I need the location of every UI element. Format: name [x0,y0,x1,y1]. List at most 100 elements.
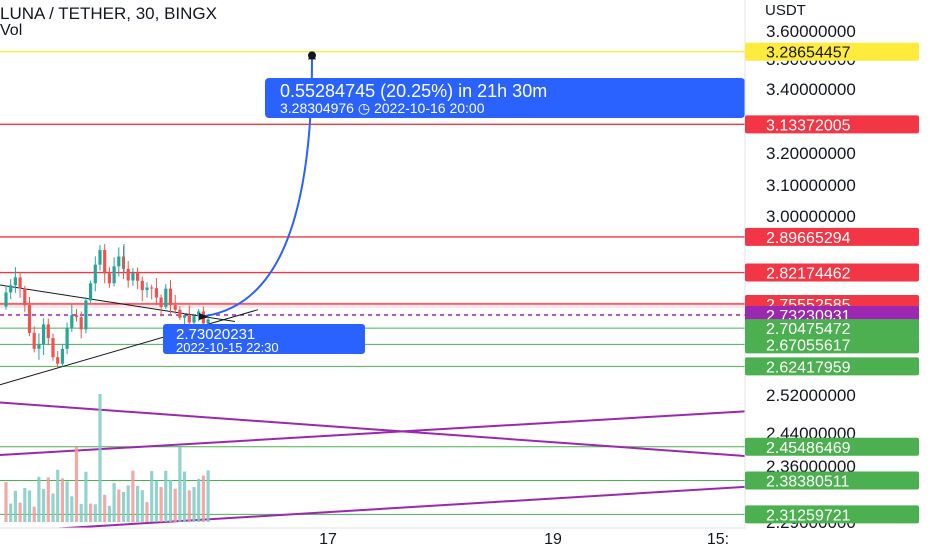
volume-bar [154,480,158,522]
candle-body [42,324,46,345]
candle-body [192,316,196,323]
price-badge [745,227,919,246]
volume-bar [150,471,154,522]
chart-title: LUNA / TETHER, 30, BINGX [0,4,217,23]
price-badge-label: 2.82174462 [766,266,851,283]
price-badge [745,505,919,524]
price-badge-label: 3.13372005 [766,117,851,134]
volume-bar [84,471,88,522]
candle-body [159,297,163,307]
volume-bar [192,487,196,522]
horizontal-levels [0,51,745,515]
volume-bar [126,485,130,522]
candle-body [32,332,36,349]
candle-body [60,348,64,364]
projection-target-text: 3.28304976 ◷ 2022-10-16 20:00 [280,100,485,116]
candle-body [173,305,177,310]
candle-body [197,311,201,317]
price-badge [745,437,919,456]
candle-body [103,250,107,274]
volume-bar [136,485,140,522]
candle-body [107,273,111,284]
volume-bar [140,490,144,522]
volume-bar [18,502,22,522]
volume-bar [27,490,32,522]
volume-bar [70,496,74,522]
price-badges: 3.479376063.286544573.133720052.89665294… [745,42,919,524]
candle-body [74,315,79,318]
volume-bar [131,470,135,522]
volume-bar [164,470,168,522]
price-badge-label: 3.28654457 [766,45,851,62]
candle-body [4,292,8,307]
volume-bar [51,493,55,522]
price-badge-label: 2.70475472 [766,321,851,338]
candle-body [178,309,182,318]
candle-body [187,315,191,323]
projection-tool[interactable]: 0.55284745 (20.25%) in 21h 30m3.28304976… [163,51,745,355]
volume-bars [4,394,210,522]
currency-label: USDT [765,2,806,19]
candle-body [164,288,168,307]
volume-bar [168,479,173,522]
trend-line-lower [0,485,746,533]
time-tick-label: 17 [319,531,337,548]
volume-bar [107,505,111,522]
trend-lines [0,284,746,533]
trend-line-up [0,410,746,457]
candle-body [46,324,50,339]
price-tick-label: 2.36000000 [766,457,856,476]
volume-bar [201,475,205,522]
price-tick-label: 3.00000000 [766,207,856,226]
price-badge [745,42,919,61]
candle-body [117,256,121,267]
candle-body [84,300,88,330]
price-badge [745,319,919,338]
time-tick-label: 19 [544,531,562,548]
volume-label: Vol [0,22,23,39]
price-badge [745,335,919,354]
volume-bar [37,476,41,522]
candle-body [65,327,69,349]
price-badge [745,263,919,282]
trend-line-down [0,401,746,457]
price-tick-label: 3.40000000 [766,80,856,99]
price-badge [745,115,919,134]
volume-bar [89,503,93,522]
price-badge-label: 2.67055617 [766,337,851,354]
volume-bar [145,502,149,522]
projection-origin-marker [199,312,209,320]
price-tick-label: 3.60000000 [766,22,856,41]
projection-arrowhead [308,52,316,60]
level-band [0,301,745,308]
price-tick-label: 3.20000000 [766,144,856,163]
candle-body [112,266,116,284]
candle-body [126,268,130,281]
origin-time-text: 2022-10-15 22:30 [176,340,279,355]
projection-curve [204,59,313,317]
candle-body [93,264,97,284]
volume-bar [117,489,121,522]
time-axis[interactable]: 17 19 15: [0,527,745,550]
volume-bar [206,470,210,522]
candle-body [131,273,135,281]
candle-body [89,283,93,301]
volume-bar [23,487,27,522]
price-badge-label: 2.62417959 [766,359,851,376]
volume-bar [197,478,201,522]
volume-bar [183,471,187,522]
candle-body [150,287,154,289]
volume-bar [9,503,13,522]
volume-bar [46,477,50,522]
candle-body [79,317,83,330]
volume-bar [112,482,116,522]
volume-bar [98,394,102,522]
price-badge [745,357,919,376]
volume-bar [178,447,182,522]
candle-body [136,273,140,281]
time-tick-label: 15: [707,531,729,548]
candle-body [70,315,74,328]
origin-price-text: 2.73020231 [176,326,255,343]
candle-body [13,277,17,286]
